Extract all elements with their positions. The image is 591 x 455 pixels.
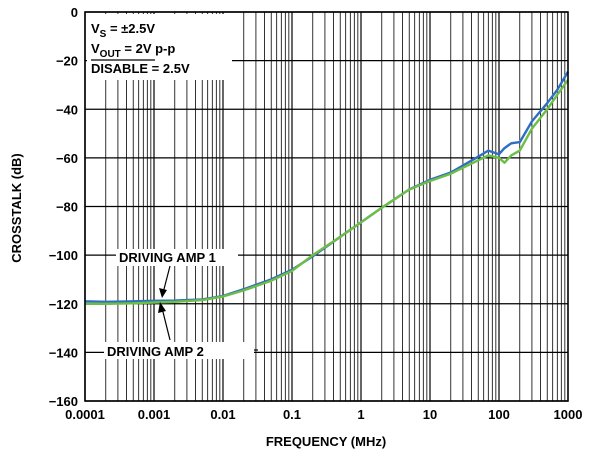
- x-tick-label: 0.001: [138, 407, 171, 422]
- y-tick-label: −160: [49, 394, 78, 409]
- x-tick-label: 1: [357, 407, 364, 422]
- conditions-box: [87, 14, 232, 80]
- vs-label: VS = ±2.5V: [91, 21, 155, 40]
- series-layer: [84, 70, 570, 305]
- annotation-driving-amp-1: DRIVING AMP 1: [119, 250, 216, 265]
- annotation-driving-amp-2: DRIVING AMP 2: [107, 344, 204, 359]
- vout-label: VOUT = 2V p-p: [91, 41, 175, 60]
- annotation-2-arrowhead: [158, 302, 166, 313]
- x-tick-label: 0.01: [210, 407, 235, 422]
- x-tick-label: 100: [488, 407, 510, 422]
- y-tick-label: −40: [56, 102, 78, 117]
- annotation-2-arrow: [161, 307, 171, 341]
- series-line-2: [85, 79, 569, 305]
- tick-labels: 0.0001 0.001 0.01 0.1 1 10 100 1000 0 −20 −40 −60 −8…: [49, 5, 583, 422]
- y-axis-title: CROSSTALK (dB): [9, 153, 24, 263]
- x-tick-label: 10: [423, 407, 437, 422]
- x-tick-label: 1000: [554, 407, 583, 422]
- y-tick-label: −20: [56, 54, 78, 69]
- x-tick-label: 0.1: [283, 407, 301, 422]
- annotation-2-bg: [104, 342, 254, 359]
- y-tick-label: −100: [49, 248, 78, 263]
- y-tick-label: 0: [71, 5, 78, 20]
- x-tick-label: 0.0001: [65, 407, 105, 422]
- annotation-1-arrowhead: [159, 288, 167, 298]
- y-tick-label: −80: [56, 200, 78, 215]
- annotation-1-bg: [116, 249, 238, 266]
- x-axis-title: FREQUENCY (MHz): [266, 434, 386, 449]
- y-tick-label: −120: [49, 297, 78, 312]
- plot-frame: [84, 11, 569, 402]
- annotation-1-arrow: [162, 265, 171, 294]
- y-tick-label: −140: [49, 345, 78, 360]
- y-tick-label: −60: [56, 151, 78, 166]
- disable-label: DISABLE = 2.5V: [91, 61, 190, 76]
